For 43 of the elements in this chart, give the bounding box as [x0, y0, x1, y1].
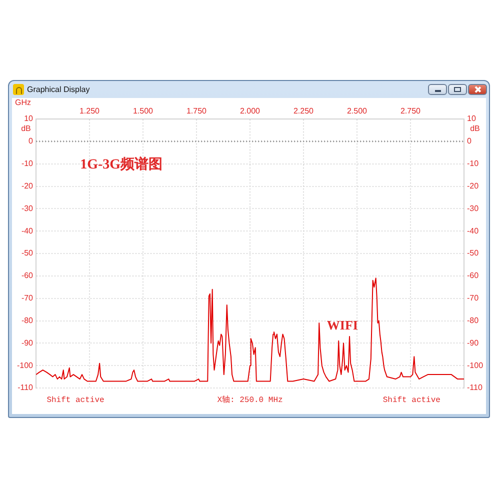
x-tick-label: 1.500 — [132, 106, 154, 116]
y-tick-label: -60 — [21, 271, 34, 280]
y2-tick-label: -100 — [467, 360, 484, 370]
y-tick-label: -70 — [21, 294, 34, 303]
text: Shift active — [382, 396, 441, 406]
y-tick-label: -110 — [18, 383, 34, 392]
x-tick-label: 1.250 — [79, 106, 100, 116]
y2-tick-label: -60 — [467, 271, 480, 280]
window-frame: Graphical Display 1.250 1.500 1.750 2.000 2.250 2.500 2.750 -110 -100 -90 -80 -70 -60 -50 -40 -30 -20 -10 0 10 -110 -100 -90 -80 -70 -60 -50 -40 -30 -20 -10 0 10 GHz dB dB 1G-3G频谱图 WIFI Shift active X轴: 250.0 MHz Shift active — [8, 80, 490, 418]
x-axis-title: GHz — [15, 98, 31, 108]
x-tick-label: 1.750 — [186, 106, 208, 116]
y-tick-label: -10 — [21, 159, 34, 168]
y2-tick-label: -50 — [467, 248, 480, 258]
y-tick-label: -20 — [21, 181, 34, 190]
y-tick-label: -80 — [21, 316, 34, 325]
y-tick-label: -40 — [21, 226, 34, 236]
y-axis-title: dB — [21, 124, 31, 134]
text: X轴: 250.0 MHz — [217, 395, 284, 406]
chart-title: Graphical Display — [27, 84, 90, 95]
y2-tick-label: -20 — [467, 181, 480, 190]
y2-tick-label: -80 — [467, 316, 480, 325]
text: Shift active — [46, 396, 105, 406]
y2-tick-label: -90 — [467, 338, 480, 348]
y2-tick-label: -10 — [467, 159, 480, 168]
y-tick-label: -30 — [21, 204, 34, 213]
y-tick-label: -50 — [21, 248, 34, 258]
y2-tick-label: -70 — [467, 294, 480, 303]
y-tick-label: -100 — [16, 360, 34, 370]
x-tick-label: 2.750 — [400, 106, 422, 116]
x-tick-label: 2.500 — [346, 106, 368, 116]
y2-tick-label: -40 — [467, 226, 480, 236]
y-tick-label: 0 — [28, 136, 34, 146]
x-tick-label: 2.000 — [240, 106, 261, 116]
x-tick-label: 2.250 — [293, 106, 314, 116]
annotation: WIFI — [326, 317, 358, 332]
annotation: 1G-3G频谱图 — [80, 155, 163, 172]
y2-tick-label: 10 — [467, 114, 476, 124]
y2-tick-label: -30 — [467, 204, 480, 213]
y2-axis-title: dB — [470, 124, 480, 134]
y-tick-label: 10 — [24, 114, 34, 124]
y2-tick-label: -110 — [467, 383, 483, 392]
y2-tick-label: 0 — [467, 136, 472, 146]
y-tick-label: -90 — [21, 338, 34, 348]
